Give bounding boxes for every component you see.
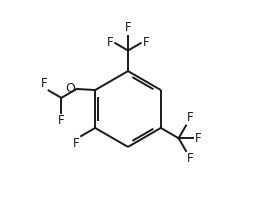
Text: F: F — [143, 36, 149, 49]
Text: F: F — [58, 114, 65, 127]
Text: F: F — [187, 111, 194, 124]
Text: F: F — [40, 77, 47, 90]
Text: F: F — [187, 152, 194, 165]
Text: O: O — [66, 82, 76, 95]
Text: F: F — [107, 36, 113, 49]
Text: F: F — [195, 132, 202, 145]
Text: F: F — [125, 21, 131, 34]
Text: F: F — [73, 137, 80, 150]
